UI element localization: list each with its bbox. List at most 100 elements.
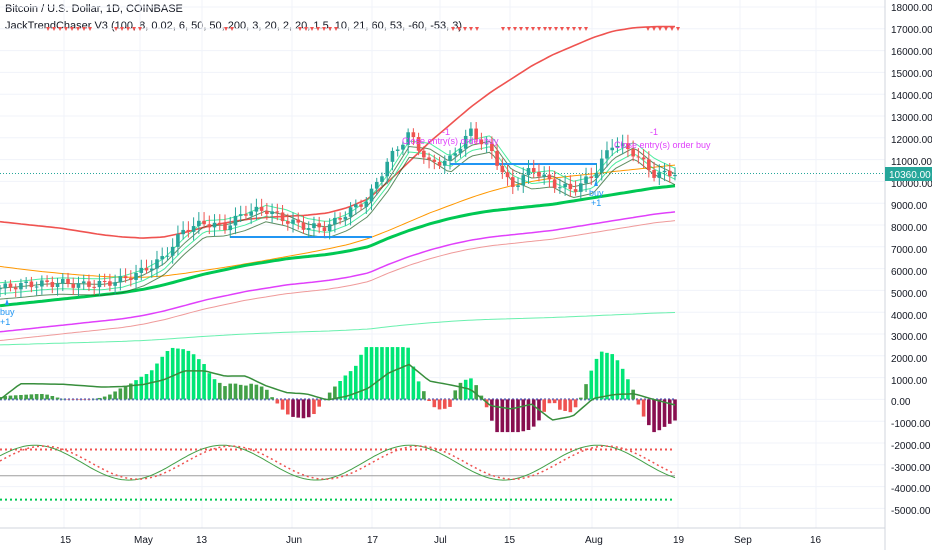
buy-arrow bbox=[5, 299, 9, 305]
price-tick: -3000.00 bbox=[891, 463, 931, 474]
price-tick: 16000.00 bbox=[891, 47, 932, 58]
candle-body bbox=[563, 183, 567, 188]
candle-body bbox=[626, 143, 630, 149]
macd-bar bbox=[265, 389, 269, 400]
macd-bar bbox=[270, 397, 274, 400]
macd-bar bbox=[599, 351, 604, 400]
macd-bar bbox=[505, 399, 510, 433]
candle-body bbox=[223, 223, 227, 231]
sell-marker bbox=[224, 27, 228, 31]
time-tick: 17 bbox=[367, 535, 379, 546]
osc-signal-line bbox=[0, 445, 676, 480]
sell-marker bbox=[322, 27, 326, 31]
candle-body bbox=[385, 161, 390, 177]
macd-bar bbox=[228, 383, 233, 400]
candle-body bbox=[29, 281, 34, 288]
macd-bar bbox=[186, 350, 191, 400]
candle-body bbox=[343, 216, 348, 220]
macd-bar bbox=[333, 386, 337, 400]
macd-bar bbox=[181, 349, 185, 400]
sell-marker bbox=[513, 27, 517, 31]
candle-body bbox=[129, 278, 133, 280]
candle-body bbox=[19, 282, 23, 290]
macd-bar bbox=[563, 399, 567, 411]
candle-body bbox=[50, 281, 55, 288]
macd-bar bbox=[615, 360, 620, 400]
macd-bar bbox=[50, 396, 55, 400]
macd-bar bbox=[24, 394, 28, 400]
candle-body bbox=[369, 188, 374, 202]
signal-minus-2: -1 bbox=[650, 127, 658, 137]
candle-body bbox=[338, 217, 342, 220]
candle-body bbox=[66, 278, 70, 284]
candle-body bbox=[380, 176, 384, 182]
candle-body bbox=[495, 150, 499, 166]
candle-body bbox=[312, 223, 316, 229]
price-tick: 7000.00 bbox=[891, 245, 928, 256]
macd-bar bbox=[354, 365, 358, 400]
candle-body bbox=[322, 227, 327, 232]
candle-body bbox=[667, 170, 672, 177]
macd-bar bbox=[301, 399, 306, 419]
candle-body bbox=[207, 224, 212, 228]
candle-body bbox=[176, 234, 180, 247]
sell-marker bbox=[578, 27, 582, 31]
candle-body bbox=[579, 183, 583, 192]
macd-bar bbox=[490, 399, 494, 421]
candle-body bbox=[531, 168, 536, 172]
candle-body bbox=[390, 150, 395, 162]
macd-bar bbox=[416, 381, 421, 400]
candle-body bbox=[605, 150, 609, 159]
sell-marker bbox=[507, 27, 511, 31]
price-tick: 13000.00 bbox=[891, 113, 932, 124]
candle-body bbox=[3, 283, 8, 289]
candle-body bbox=[558, 187, 562, 189]
candle-body bbox=[505, 172, 510, 178]
candlestick-series bbox=[0, 122, 677, 298]
candle-body bbox=[636, 156, 641, 158]
time-axis[interactable]: 15 May 13 Jun 17 Jul 15 Aug 19 Sep 16 bbox=[0, 527, 885, 546]
candle-body bbox=[8, 283, 13, 288]
candle-body bbox=[13, 287, 18, 290]
ribbon-line bbox=[0, 151, 676, 300]
macd-bar bbox=[317, 399, 321, 407]
sell-marker bbox=[670, 27, 674, 31]
candle-body bbox=[186, 229, 191, 232]
sell-marker bbox=[519, 27, 523, 31]
sell-marker bbox=[58, 27, 62, 31]
macd-bar bbox=[516, 399, 520, 433]
sell-marker bbox=[126, 27, 130, 31]
macd-bar bbox=[531, 399, 536, 427]
macd-bar bbox=[170, 347, 175, 400]
macd-bar bbox=[526, 399, 531, 431]
sell-marker bbox=[531, 27, 535, 31]
signal-buy-1: buy bbox=[0, 307, 15, 317]
candle-body bbox=[238, 214, 243, 216]
price-tick: 5000.00 bbox=[891, 289, 928, 300]
candle-body bbox=[317, 223, 321, 228]
candle-body bbox=[673, 174, 677, 177]
macd-bar bbox=[359, 354, 363, 400]
sell-marker bbox=[457, 27, 461, 31]
sell-marker bbox=[298, 27, 302, 31]
price-tick: 14000.00 bbox=[891, 91, 932, 102]
macd-bar bbox=[45, 394, 49, 400]
candle-body bbox=[647, 159, 651, 170]
macd-bar bbox=[92, 398, 96, 400]
ribbon-line bbox=[0, 146, 676, 295]
candle-body bbox=[453, 153, 458, 156]
sell-marker bbox=[475, 27, 479, 31]
candle-body bbox=[484, 143, 489, 145]
macd-bar bbox=[542, 399, 546, 412]
macd-bar bbox=[380, 347, 384, 400]
price-tick: -5000.00 bbox=[891, 506, 931, 517]
candle-body bbox=[516, 185, 520, 187]
macd-bar bbox=[579, 397, 583, 400]
candle-body bbox=[102, 280, 107, 282]
macd-bar bbox=[558, 399, 562, 410]
price-axis[interactable]: 18000.00 17000.00 16000.00 15000.00 1400… bbox=[884, 0, 932, 550]
orange-ma-line bbox=[0, 164, 676, 278]
candle-body bbox=[71, 283, 76, 288]
time-tick: Jul bbox=[434, 535, 447, 546]
